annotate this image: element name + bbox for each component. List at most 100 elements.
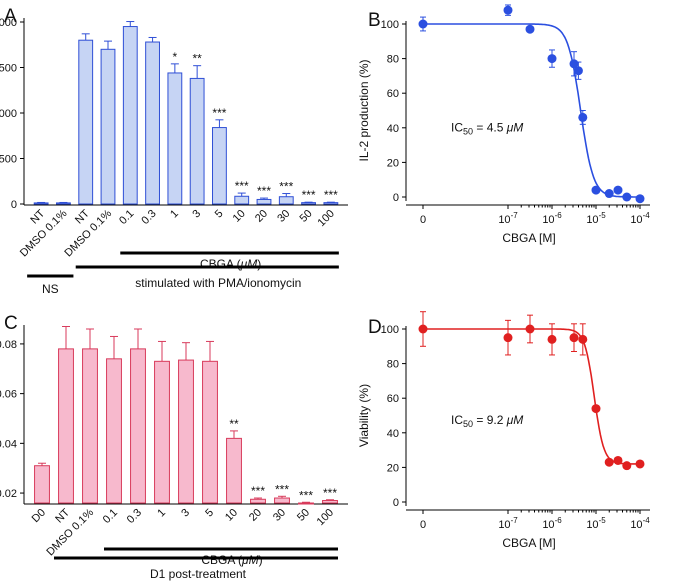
data-point	[547, 54, 557, 64]
significance-marker: ***	[279, 180, 293, 194]
significance-marker: ***	[299, 488, 313, 502]
x-tick-label: 0	[420, 519, 426, 531]
x-tick-base: 10	[630, 214, 642, 226]
cbga-group-label: CBGA (μM)	[201, 553, 262, 567]
y-axis-label: Viability (%)	[357, 384, 371, 447]
data-point	[622, 192, 632, 202]
x-tick-label: 100	[315, 507, 336, 528]
data-point	[604, 457, 614, 467]
x-tick-label: D0	[30, 507, 48, 525]
x-tick-label: 10-4	[630, 211, 650, 226]
bar	[130, 348, 146, 504]
x-tick-label: 0	[420, 214, 426, 226]
ic50-unit: μM	[506, 413, 524, 427]
data-point	[525, 24, 535, 34]
bar	[274, 497, 290, 504]
panel-label-c: C	[4, 313, 18, 334]
data-point	[418, 324, 428, 334]
x-tick-label: 0.3	[125, 507, 144, 526]
data-point	[635, 194, 645, 204]
bar	[145, 41, 160, 205]
x-tick-label: 10-7	[498, 211, 518, 226]
data-point	[578, 334, 588, 344]
y-tick-label: 100	[381, 324, 399, 336]
data-point	[604, 189, 614, 199]
bar	[226, 437, 242, 504]
ic50-subscript: 50	[463, 126, 473, 136]
x-axis-label: CBGA [M]	[502, 231, 555, 245]
bar	[56, 202, 71, 205]
x-tick-label: 30	[275, 208, 292, 225]
x-tick-label: 3	[190, 208, 203, 221]
bar	[34, 465, 50, 504]
bar	[33, 202, 49, 205]
panel-label-d: D	[368, 317, 382, 338]
x-tick-exponent: -4	[643, 211, 651, 220]
fit-curve	[423, 23, 640, 198]
cbga-unit: μM	[241, 553, 259, 567]
bar	[301, 202, 316, 205]
bar	[234, 195, 250, 205]
bar	[202, 360, 218, 504]
cbga-group-label: CBGA (μM)	[200, 257, 261, 271]
data-point	[613, 185, 623, 195]
x-tick-label: 0.1	[117, 208, 136, 227]
data-point	[525, 324, 535, 334]
y-tick-label: 40	[387, 123, 399, 135]
x-tick-label: 10-6	[542, 516, 562, 531]
bar	[100, 48, 116, 205]
x-axis-label: CBGA [M]	[502, 536, 555, 550]
x-tick-exponent: -4	[643, 516, 651, 525]
y-tick-label: 20	[387, 462, 399, 474]
significance-marker: ***	[275, 482, 289, 496]
x-tick-label: 5	[203, 507, 216, 520]
x-tick-base: 10	[498, 519, 510, 531]
ic50-annotation: IC50 = 4.5 μM	[451, 120, 523, 136]
bar	[167, 72, 183, 205]
significance-marker: ***	[257, 184, 271, 198]
x-tick-base: 10	[586, 519, 598, 531]
y-tick-label: 80	[387, 54, 399, 66]
x-tick-base: 10	[542, 519, 554, 531]
bar	[189, 77, 205, 205]
bar	[178, 359, 194, 504]
bar	[250, 498, 266, 504]
significance-marker: *	[173, 50, 178, 64]
data-point	[503, 333, 513, 343]
x-tick-label: NT	[53, 506, 72, 525]
bar	[106, 358, 122, 504]
x-tick-label: 10-5	[586, 211, 606, 226]
y-tick-label: 500	[0, 154, 17, 166]
y-tick-label: 60	[387, 393, 399, 405]
bar	[82, 348, 98, 504]
bar	[58, 348, 74, 504]
significance-marker: ***	[251, 484, 265, 498]
ic50-subscript: 50	[463, 419, 473, 429]
x-tick-label: 1	[155, 507, 168, 520]
y-tick-label: 60	[387, 88, 399, 100]
x-tick-label: 10	[231, 208, 248, 225]
data-point	[503, 5, 513, 15]
y-axis-label: IL-2 production (%)	[357, 59, 371, 161]
significance-marker: ***	[212, 106, 226, 120]
x-tick-exponent: -5	[599, 516, 607, 525]
significance-marker: **	[229, 417, 239, 431]
significance-marker: ***	[235, 179, 249, 193]
y-tick-label: 20	[387, 157, 399, 169]
ic50-value: = 9.2	[473, 413, 507, 427]
data-point	[613, 455, 623, 465]
bar	[322, 500, 338, 504]
x-tick-base: 0	[420, 519, 426, 531]
stim-group-label: stimulated with PMA/ionomycin	[135, 276, 301, 290]
panel-label-b: B	[368, 10, 381, 31]
x-tick-label: 10-7	[498, 516, 518, 531]
x-tick-label: 10-5	[586, 516, 606, 531]
x-tick-label: 100	[316, 208, 337, 229]
x-tick-label: 10	[223, 507, 240, 524]
cbga-close: )	[257, 257, 261, 271]
bar	[212, 127, 227, 205]
x-tick-exponent: -7	[511, 211, 519, 220]
x-tick-base: 0	[420, 214, 426, 226]
ns-group-label: NS	[42, 282, 59, 296]
